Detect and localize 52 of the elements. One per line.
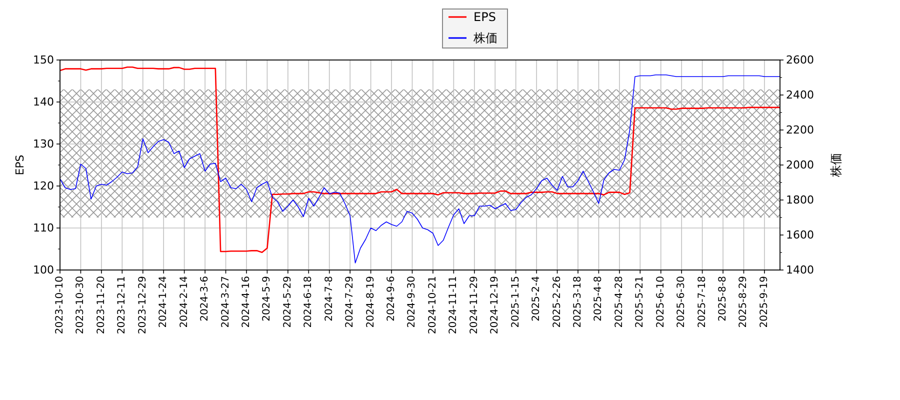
x-tick-label: 2024-7-8 [324, 276, 335, 322]
x-tick-label: 2024-6-18 [303, 276, 314, 328]
x-tick-label: 2023-12-29 [137, 276, 148, 334]
y2-tick-label: 1600 [786, 228, 814, 242]
y-tick-label: 150 [33, 54, 54, 66]
y2-tick-label: 2600 [786, 54, 814, 66]
y-tick-label: 110 [33, 222, 54, 234]
x-tick-label: 2025-5-21 [634, 276, 646, 328]
x-tick-label: 2024-5-9 [262, 276, 273, 322]
y2-tick-label: 1400 [786, 264, 814, 276]
x-tick-label: 2024-1-24 [158, 276, 170, 328]
x-tick-label: 2025-4-28 [614, 276, 625, 328]
y2-tick-label: 2000 [786, 158, 814, 172]
x-tick-label: 2024-7-29 [344, 276, 356, 328]
x-tick-label: 2025-9-19 [758, 276, 770, 328]
x-tick-label: 2025-1-15 [510, 276, 522, 328]
x-tick-label: 2024-8-19 [365, 276, 376, 328]
x-tick-label: 2024-11-29 [468, 276, 480, 334]
x-tick-label: 2025-4-8 [593, 276, 604, 322]
x-tick-label: 2025-8-8 [718, 276, 729, 322]
x-tick-label: 2024-9-6 [386, 276, 398, 322]
x-tick-label: 2025-2-26 [552, 276, 563, 328]
y-tick-label: 120 [33, 180, 54, 192]
y2-tick-label: 2400 [786, 88, 814, 102]
x-tick-label: 2025-6-30 [676, 276, 688, 328]
y-axis-title: EPS [14, 154, 26, 176]
y2-tick-label: 2200 [786, 124, 814, 136]
x-tick-label: 2024-9-30 [406, 276, 418, 328]
y2-axis-title: 株価 [829, 153, 843, 178]
x-tick-label: 2025-3-18 [572, 276, 584, 328]
x-tick-label: 2025-7-18 [696, 276, 708, 328]
x-tick-label: 2023-10-10 [54, 276, 66, 334]
x-tick-label: 2025-2-4 [531, 276, 542, 322]
x-tick-label: 2024-2-14 [178, 276, 190, 328]
legend-label: 株価 [472, 31, 498, 45]
y-tick-label: 130 [33, 138, 54, 150]
x-tick-label: 2024-12-19 [490, 276, 501, 334]
x-tick-label: 2025-6-10 [655, 276, 666, 328]
legend-label: EPS [474, 10, 496, 24]
x-tick-label: 2024-11-11 [448, 276, 460, 334]
x-tick-label: 2023-10-30 [75, 276, 86, 334]
x-tick-label: 2024-10-21 [427, 276, 438, 334]
y-tick-label: 140 [33, 96, 54, 108]
x-tick-label: 2024-4-16 [240, 276, 252, 328]
y2-tick-label: 1800 [786, 194, 814, 206]
x-tick-label: 2024-3-6 [200, 276, 211, 322]
y-tick-label: 100 [33, 264, 54, 276]
x-tick-label: 2023-11-20 [96, 276, 107, 334]
x-tick-label: 2023-12-11 [116, 276, 128, 334]
x-tick-label: 2024-3-27 [220, 276, 232, 328]
x-tick-label: 2025-8-29 [738, 276, 750, 328]
x-tick-label: 2024-5-29 [282, 276, 294, 328]
